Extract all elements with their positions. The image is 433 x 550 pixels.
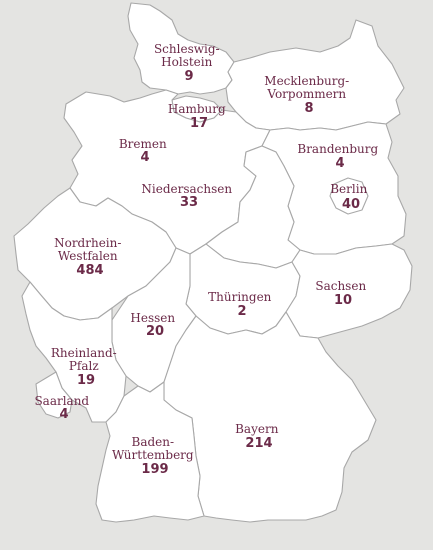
state-value: 484: [76, 263, 103, 278]
label-bremen: Bremen 4: [119, 135, 171, 165]
label-schleswig-holstein: Schleswig- Holstein 9: [154, 40, 224, 84]
label-hessen: Hessen 20: [130, 309, 179, 339]
state-value: 19: [77, 373, 95, 388]
label-mecklenburg-vorpommern: Mecklenburg- Vorpommern 8: [264, 72, 353, 116]
state-name: Berlin: [330, 182, 367, 196]
state-name: Nordrhein-: [54, 236, 121, 250]
state-value: 199: [141, 462, 168, 477]
label-niedersachsen: Niedersachsen 33: [141, 180, 236, 210]
label-hamburg: Hamburg 17: [168, 100, 230, 131]
label-nordrhein-westfalen: Nordrhein- Westfalen 484: [54, 234, 126, 278]
state-value: 4: [140, 150, 149, 165]
state-name: Westfalen: [58, 249, 118, 263]
label-berlin: Berlin 40: [330, 180, 372, 212]
state-name: Brandenburg: [297, 142, 378, 156]
state-shape-berlin[interactable]: [329, 177, 369, 215]
state-name: Rheinland-: [51, 346, 117, 360]
state-value: 214: [245, 436, 272, 451]
state-name: Pfalz: [69, 359, 99, 373]
state-name: Sachsen: [315, 279, 366, 293]
state-value: 8: [304, 101, 313, 116]
state-name: Schleswig-: [154, 42, 220, 56]
state-value: 9: [184, 69, 193, 84]
state-name: Niedersachsen: [141, 182, 232, 196]
label-sachsen: Sachsen 10: [315, 277, 370, 308]
state-name: Hamburg: [168, 102, 226, 116]
state-value: 20: [146, 324, 164, 339]
label-saarland: Saarland 4: [34, 392, 93, 422]
label-brandenburg: Brandenburg 4: [297, 140, 382, 171]
state-shape-saarland[interactable]: [35, 371, 73, 419]
state-labels: Schleswig- Holstein 9 Hamburg 17 Mecklen…: [34, 40, 382, 477]
state-name: Baden-: [132, 435, 175, 449]
state-shape-schleswig-holstein[interactable]: [127, 2, 235, 95]
state-name: Bayern: [235, 422, 279, 436]
state-value: 2: [237, 304, 246, 319]
state-shapes: [13, 2, 413, 523]
label-bayern: Bayern 214: [235, 420, 283, 451]
state-name: Thüringen: [208, 290, 272, 304]
state-name: Bremen: [119, 137, 167, 151]
state-value: 4: [59, 407, 68, 422]
state-name: Mecklenburg-: [264, 74, 349, 88]
state-name: Württemberg: [112, 448, 194, 462]
label-thueringen: Thüringen 2: [208, 288, 276, 319]
state-value: 33: [180, 195, 198, 210]
label-rheinland-pfalz: Rheinland- Pfalz 19: [51, 344, 121, 388]
state-value: 4: [335, 156, 344, 171]
state-name: Holstein: [161, 55, 212, 69]
state-name: Saarland: [34, 394, 89, 408]
state-value: 10: [334, 293, 352, 308]
state-value: 40: [342, 197, 360, 212]
state-name: Vorpommern: [266, 87, 346, 101]
state-name: Hessen: [130, 311, 175, 325]
state-value: 17: [190, 116, 208, 131]
label-baden-wuerttemberg: Baden- Württemberg 199: [112, 433, 198, 477]
state-shape-baden-wuerttemberg[interactable]: [95, 381, 205, 523]
